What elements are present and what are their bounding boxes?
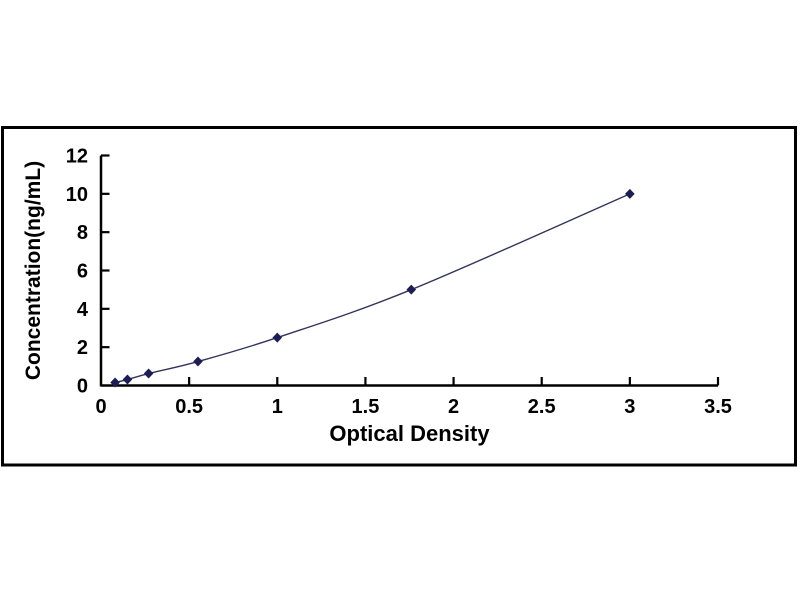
y-tick-label: 6: [77, 261, 88, 283]
data-point-marker: [110, 377, 120, 388]
data-point-marker: [193, 356, 203, 367]
data-point-marker: [272, 332, 283, 343]
y-tick-label: 4: [77, 299, 89, 321]
x-tick-label: 1.5: [352, 396, 380, 418]
data-point-marker: [625, 188, 635, 199]
chart-frame-border: [1, 126, 797, 467]
axis-ticks: [101, 154, 720, 386]
x-tick-label: 2: [448, 396, 459, 418]
x-tick-label: 0.5: [175, 396, 203, 418]
x-tick-label: 1: [272, 396, 283, 418]
y-tick-label: 10: [66, 184, 88, 206]
data-point-marker: [143, 368, 154, 379]
y-axis-label: Concentration(ng/mL): [22, 161, 45, 380]
x-tick-label: 2.5: [528, 396, 556, 418]
y-tick-label: 12: [66, 146, 88, 168]
x-tick-label: 3: [624, 396, 635, 418]
x-tick-label: 3.5: [704, 396, 732, 418]
x-axis-label: Optical Density: [329, 421, 490, 446]
data-series: [110, 188, 635, 388]
y-tick-label: 8: [77, 222, 88, 244]
y-tick-label: 0: [77, 376, 88, 398]
data-point-marker: [406, 284, 417, 295]
x-tick-label: 0: [95, 396, 106, 418]
data-point-marker: [122, 374, 133, 385]
tick-labels: 0 0.5 1 1.5 2 2.5 3 3.5 0 2 4 6 8 10 12: [66, 146, 732, 419]
y-tick-label: 2: [77, 337, 88, 359]
